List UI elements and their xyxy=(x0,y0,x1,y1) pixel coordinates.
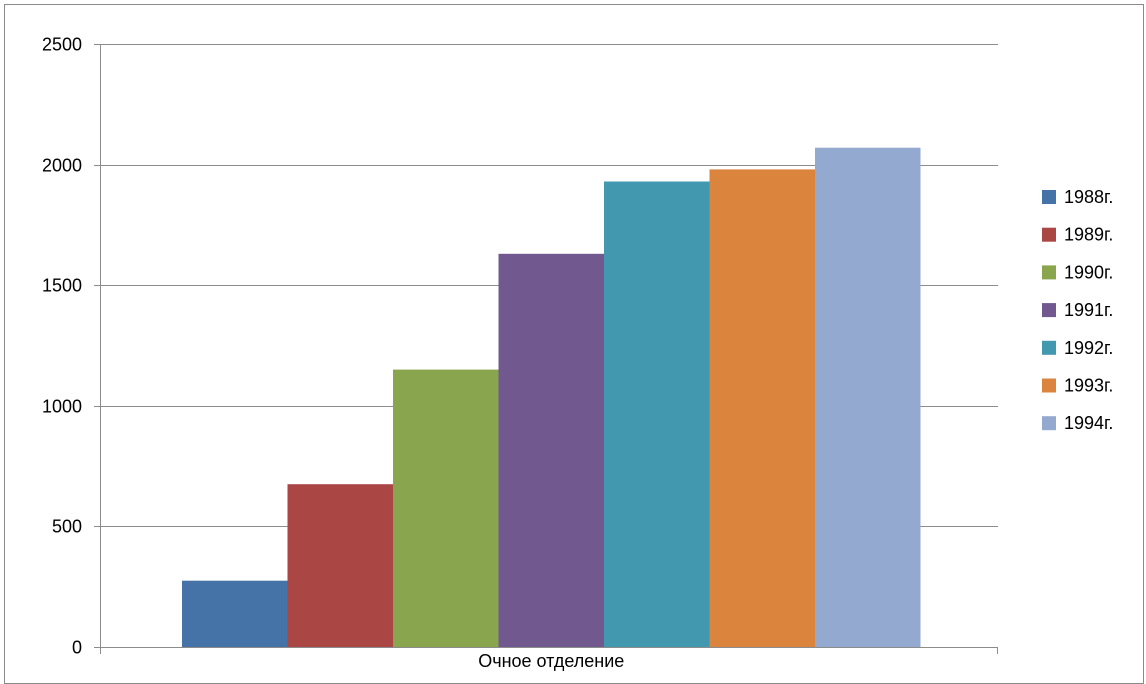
y-tick-label: 500 xyxy=(52,517,82,537)
y-tick-label: 2500 xyxy=(42,35,82,55)
legend-label: 1993г. xyxy=(1064,376,1113,396)
legend-label: 1990г. xyxy=(1064,262,1113,282)
bar-1989г. xyxy=(287,484,393,647)
axes xyxy=(94,44,998,654)
legend-swatch xyxy=(1042,303,1056,318)
legend-label: 1988г. xyxy=(1064,187,1113,207)
bar-1992г. xyxy=(604,181,710,647)
bar-1994г. xyxy=(815,147,921,647)
legend-swatch xyxy=(1042,190,1056,204)
bar-1990г. xyxy=(393,369,499,647)
legend-label: 1992г. xyxy=(1064,338,1113,358)
y-tick-labels: 0 500 1000 1500 2000 2500 xyxy=(42,35,82,658)
legend-swatch xyxy=(1042,265,1056,280)
y-tick-label: 1500 xyxy=(42,276,82,296)
legend-swatch xyxy=(1042,416,1056,431)
y-tick-label: 2000 xyxy=(42,156,82,176)
legend-swatch xyxy=(1042,378,1056,393)
legend-label: 1994г. xyxy=(1064,413,1113,433)
bar-1988г. xyxy=(182,580,288,647)
bar-1993г. xyxy=(709,169,815,647)
legend-swatch xyxy=(1042,227,1056,242)
y-tick-label: 0 xyxy=(72,638,82,658)
x-category-label: Очное отделение xyxy=(478,651,624,671)
y-tick-label: 1000 xyxy=(42,397,82,417)
legend: 1988г. 1989г. 1990г. 1991г. 1992г. 1993г. 1994… xyxy=(1042,187,1113,433)
legend-swatch xyxy=(1042,340,1056,355)
legend-label: 1989г. xyxy=(1064,225,1113,245)
legend-label: 1991г. xyxy=(1064,300,1113,320)
bar-1991г. xyxy=(498,253,604,648)
bars xyxy=(182,147,921,648)
x-category-labels: Очное отделение xyxy=(478,651,624,671)
